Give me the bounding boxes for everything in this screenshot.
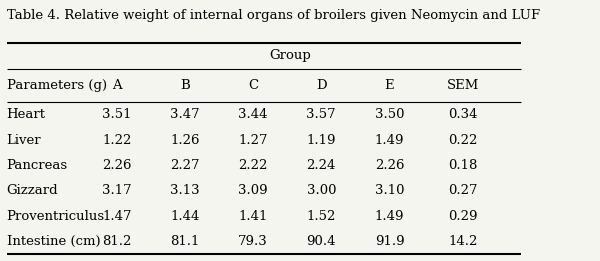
Text: 2.22: 2.22 [238,159,268,172]
Text: 3.10: 3.10 [375,185,404,198]
Text: E: E [385,79,394,92]
Text: 1.41: 1.41 [238,210,268,223]
Text: 3.51: 3.51 [102,108,131,121]
Text: Table 4. Relative weight of internal organs of broilers given Neomycin and LUF: Table 4. Relative weight of internal org… [7,9,540,22]
Text: 0.34: 0.34 [448,108,478,121]
Text: Liver: Liver [7,134,41,147]
Text: 90.4: 90.4 [307,235,336,248]
Text: 2.24: 2.24 [307,159,336,172]
Text: Pancreas: Pancreas [7,159,68,172]
Text: 3.44: 3.44 [238,108,268,121]
Text: 3.47: 3.47 [170,108,200,121]
Text: Group: Group [269,49,311,62]
Text: Parameters (g): Parameters (g) [7,79,107,92]
Text: 3.13: 3.13 [170,185,200,198]
Text: 0.18: 0.18 [448,159,478,172]
Text: D: D [316,79,326,92]
Text: 1.27: 1.27 [238,134,268,147]
Text: 1.52: 1.52 [307,210,336,223]
Text: 2.27: 2.27 [170,159,200,172]
Text: 1.26: 1.26 [170,134,200,147]
Text: 1.22: 1.22 [102,134,131,147]
Text: 3.50: 3.50 [375,108,404,121]
Text: Proventriculus: Proventriculus [7,210,105,223]
Text: 0.22: 0.22 [448,134,478,147]
Text: 0.29: 0.29 [448,210,478,223]
Text: Gizzard: Gizzard [7,185,58,198]
Text: 2.26: 2.26 [375,159,404,172]
Text: 3.57: 3.57 [307,108,336,121]
Text: B: B [180,79,190,92]
Text: 91.9: 91.9 [374,235,404,248]
Text: 1.44: 1.44 [170,210,200,223]
Text: 3.00: 3.00 [307,185,336,198]
Text: 1.19: 1.19 [307,134,336,147]
Text: Intestine (cm): Intestine (cm) [7,235,100,248]
Text: 1.49: 1.49 [375,210,404,223]
Text: C: C [248,79,258,92]
Text: SEM: SEM [447,79,479,92]
Text: 79.3: 79.3 [238,235,268,248]
Text: 1.47: 1.47 [102,210,131,223]
Text: 3.17: 3.17 [102,185,131,198]
Text: 0.27: 0.27 [448,185,478,198]
Text: A: A [112,79,122,92]
Text: 81.1: 81.1 [170,235,200,248]
Text: 3.09: 3.09 [238,185,268,198]
Text: 14.2: 14.2 [448,235,478,248]
Text: 1.49: 1.49 [375,134,404,147]
Text: Heart: Heart [7,108,46,121]
Text: 2.26: 2.26 [102,159,131,172]
Text: 81.2: 81.2 [102,235,131,248]
